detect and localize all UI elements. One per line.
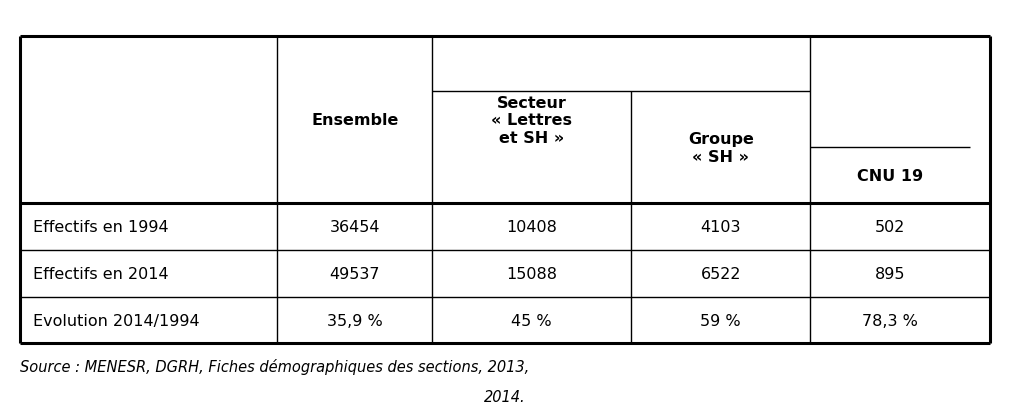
- Text: 502: 502: [876, 220, 906, 235]
- Text: 895: 895: [876, 266, 906, 281]
- Text: Evolution 2014/1994: Evolution 2014/1994: [33, 313, 200, 328]
- Text: 15088: 15088: [506, 266, 558, 281]
- Text: Secteur
« Lettres
et SH »: Secteur « Lettres et SH »: [491, 96, 572, 145]
- Text: 4103: 4103: [701, 220, 741, 235]
- Text: Effectifs en 1994: Effectifs en 1994: [33, 220, 169, 235]
- Text: Ensemble: Ensemble: [311, 113, 398, 128]
- Text: 2014.: 2014.: [484, 389, 526, 404]
- Text: Source : MENESR, DGRH, Fiches démographiques des sections, 2013,: Source : MENESR, DGRH, Fiches démographi…: [20, 358, 529, 374]
- Text: 59 %: 59 %: [700, 313, 741, 328]
- Text: Groupe
« SH »: Groupe « SH »: [688, 132, 753, 164]
- Text: Effectifs en 2014: Effectifs en 2014: [33, 266, 169, 281]
- Text: 49537: 49537: [329, 266, 380, 281]
- Text: 6522: 6522: [701, 266, 741, 281]
- Text: CNU 19: CNU 19: [857, 169, 923, 184]
- Text: 36454: 36454: [329, 220, 380, 235]
- Text: 45 %: 45 %: [511, 313, 552, 328]
- Text: 78,3 %: 78,3 %: [863, 313, 918, 328]
- Text: 35,9 %: 35,9 %: [327, 313, 383, 328]
- Text: 10408: 10408: [506, 220, 558, 235]
